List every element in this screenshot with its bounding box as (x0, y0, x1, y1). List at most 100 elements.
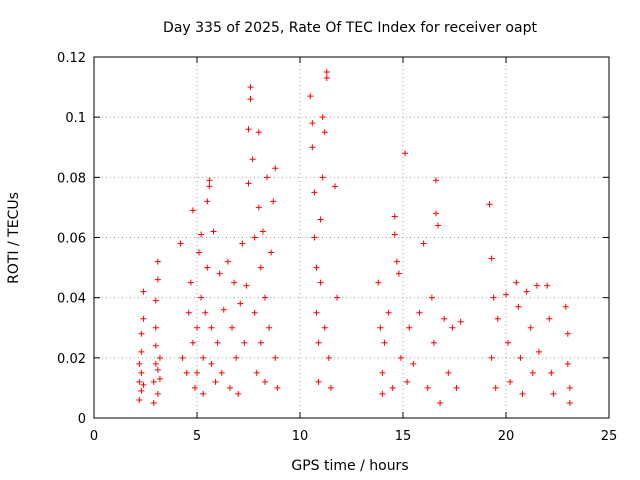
data-point (311, 189, 318, 196)
data-point (268, 249, 275, 256)
data-point (200, 390, 207, 397)
data-point (307, 93, 314, 100)
data-point (136, 378, 143, 385)
y-tick-label: 0.08 (57, 171, 86, 186)
data-point (410, 360, 417, 367)
data-point (156, 375, 163, 382)
data-point (194, 369, 200, 376)
data-point (432, 177, 439, 184)
data-point (138, 330, 145, 337)
data-point (548, 369, 555, 376)
data-point (517, 354, 524, 361)
data-point (503, 291, 509, 298)
data-point (251, 309, 258, 316)
data-point (437, 399, 444, 406)
y-tick-label: 0.04 (57, 292, 86, 307)
data-point (210, 228, 217, 235)
y-tick-label: 0.06 (57, 232, 86, 247)
data-point (494, 315, 501, 322)
data-point (196, 249, 203, 256)
data-point (191, 384, 198, 391)
data-point (486, 201, 493, 208)
data-point (488, 255, 495, 262)
y-tick-label: 0 (78, 412, 86, 427)
data-point (152, 360, 159, 367)
data-point (420, 240, 427, 247)
data-point (189, 207, 196, 214)
data-point (562, 303, 569, 310)
data-point (259, 228, 266, 235)
data-point (309, 120, 316, 127)
data-point (313, 264, 320, 271)
data-point (156, 354, 163, 361)
data-point (245, 126, 252, 133)
gridlines (94, 57, 609, 418)
data-point (513, 279, 520, 286)
data-point (194, 324, 200, 331)
x-axis-label: GPS time / hours (291, 458, 408, 474)
data-point (315, 378, 322, 385)
data-point (406, 324, 413, 331)
data-point (231, 279, 238, 286)
data-point (393, 258, 400, 265)
data-point (183, 369, 190, 376)
data-point (566, 384, 573, 391)
data-point (212, 378, 219, 385)
data-point (138, 348, 145, 355)
data-point (251, 234, 258, 241)
data-point (185, 309, 192, 316)
data-point (492, 384, 499, 391)
axis-ticks: 0 5 10 15 20 25 0 0.02 0.04 0.06 0.08 0.1 0.12 (57, 51, 617, 444)
data-point (224, 258, 231, 265)
chart-title: Day 335 of 2025, Rate Of TEC Index for r… (163, 20, 537, 36)
data-point (154, 258, 161, 265)
y-tick-label: 0.02 (57, 352, 86, 367)
data-point (325, 354, 332, 361)
data-point (416, 309, 423, 316)
x-tick-label: 10 (292, 429, 309, 444)
data-point (255, 129, 262, 136)
data-point (391, 231, 398, 238)
data-point (395, 270, 402, 277)
data-point (272, 354, 279, 361)
data-point (218, 369, 225, 376)
data-point (206, 177, 213, 184)
data-point (453, 384, 460, 391)
data-point (319, 114, 326, 121)
data-point (198, 231, 205, 238)
y-axis-label: ROTI / TECUs (6, 192, 22, 284)
data-point (154, 366, 161, 373)
data-point (226, 384, 233, 391)
x-tick-label: 0 (90, 429, 98, 444)
data-point (564, 360, 571, 367)
data-point (432, 210, 439, 217)
data-point (546, 315, 553, 322)
data-point (189, 339, 196, 346)
data-point (241, 339, 248, 346)
data-point (309, 144, 316, 151)
data-point (150, 378, 157, 385)
data-point (327, 384, 334, 391)
data-point (523, 288, 530, 295)
data-point (321, 324, 328, 331)
data-point (389, 384, 396, 391)
data-point (243, 282, 250, 289)
data-point (544, 282, 551, 289)
data-point (449, 324, 456, 331)
data-point (533, 282, 540, 289)
data-point (237, 300, 244, 307)
data-point (315, 339, 322, 346)
data-point (136, 360, 143, 367)
data-point (515, 303, 522, 310)
data-point (505, 339, 512, 346)
data-point (391, 213, 398, 220)
data-point (152, 324, 159, 331)
data-point (430, 339, 437, 346)
x-tick-label: 25 (601, 429, 618, 444)
data-point (245, 180, 252, 187)
data-point (152, 342, 159, 349)
data-point (247, 96, 254, 103)
x-tick-label: 15 (395, 429, 412, 444)
data-point (377, 324, 384, 331)
